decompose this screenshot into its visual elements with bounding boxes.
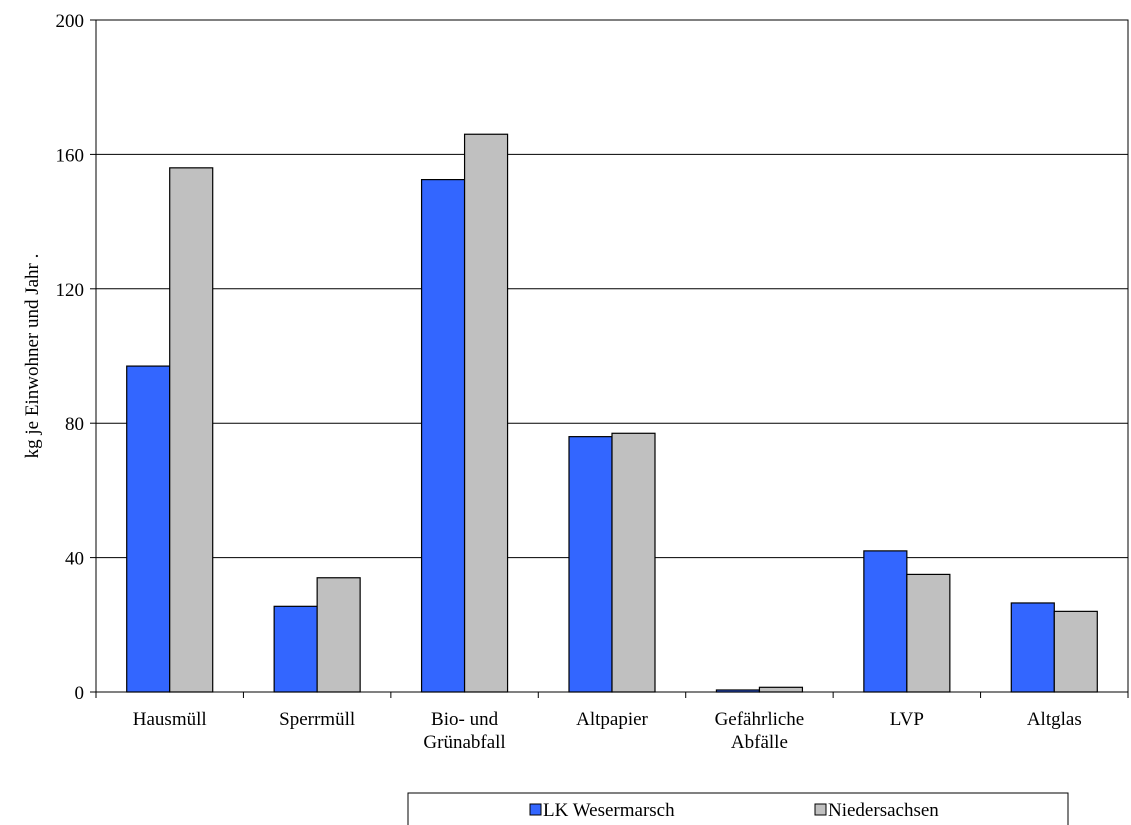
y-tick-label: 80 [65, 414, 84, 435]
bar-lk-wesermarsch [273, 605, 318, 693]
y-axis-title: kg je Einwohner und Jahr . [22, 254, 43, 459]
bar-niedersachsen [169, 167, 214, 693]
bar-niedersachsen [611, 432, 656, 693]
y-tick-label: 160 [56, 145, 85, 166]
bar-niedersachsen [463, 133, 509, 693]
x-category-label: LVP [890, 709, 924, 730]
legend-label-niedersachsen: Niedersachsen [828, 800, 939, 821]
bar-lk-wesermarsch [420, 179, 466, 693]
x-category-label: Altpapier [576, 709, 648, 730]
legend-label-lk-wesermarsch: LK Wesermarsch [543, 800, 675, 821]
x-category-label: Abfälle [731, 732, 788, 753]
bar-lk-wesermarsch [126, 365, 171, 693]
y-tick-label: 120 [56, 280, 85, 301]
bar-lk-wesermarsch [715, 689, 761, 693]
bar-lk-wesermarsch [863, 550, 908, 693]
bar-lk-wesermarsch [568, 436, 613, 693]
x-category-label: Hausmüll [133, 709, 207, 730]
x-category-label: Gefährliche [715, 709, 805, 730]
y-tick-label: 200 [56, 11, 85, 32]
y-tick-label: 0 [75, 683, 85, 704]
bar-niedersachsen [316, 577, 361, 693]
x-category-label: Altglas [1027, 709, 1082, 730]
x-category-label: Bio- und [431, 709, 499, 730]
bars [126, 133, 1098, 693]
legend-box [407, 792, 1069, 825]
bar-niedersachsen [906, 573, 951, 693]
legend: LK Wesermarsch Niedersachsen [407, 792, 1069, 825]
y-axis-ticks: 0 40 80 120 160 200 [56, 11, 96, 704]
bar-lk-wesermarsch [1010, 602, 1055, 693]
x-category-label: Grünabfall [423, 732, 505, 753]
x-category-label: Sperrmüll [279, 709, 355, 730]
bar-niedersachsen [1053, 610, 1098, 693]
bar-niedersachsen [758, 686, 804, 693]
y-tick-label: 40 [65, 549, 84, 570]
legend-swatch-lk-wesermarsch [529, 803, 542, 816]
legend-swatch-niedersachsen [814, 803, 827, 816]
